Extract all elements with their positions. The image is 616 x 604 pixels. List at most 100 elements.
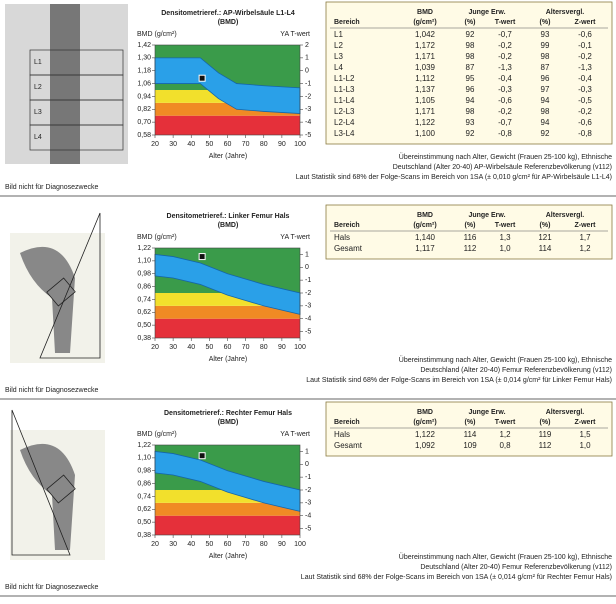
y2-axis-label: YA T-wert	[280, 31, 310, 38]
footnote: Laut Statistik sind 68% der Folge-Scans …	[296, 174, 612, 181]
y-tick-label: 0,62	[137, 506, 151, 513]
neck-box	[46, 474, 76, 504]
zone-band	[155, 305, 300, 319]
vertebra-label: L1	[34, 59, 42, 66]
y-tick-label: 0,50	[137, 322, 151, 329]
table-cell: 112	[539, 441, 552, 450]
x-tick-label: 100	[294, 344, 306, 351]
x-tick-label: 20	[151, 141, 159, 148]
table-cell: -0,2	[498, 41, 512, 50]
x-tick-label: 60	[224, 141, 232, 148]
table-column: T-wert	[495, 419, 516, 426]
femur	[20, 443, 75, 550]
zone-band	[155, 115, 300, 135]
table-cell: -0,2	[578, 107, 592, 116]
x-tick-label: 30	[169, 141, 177, 148]
y-tick-label: 1,10	[137, 258, 151, 265]
table-cell: 1,122	[415, 430, 436, 439]
y-tick-label: 0,70	[137, 119, 151, 126]
table-cell: 1,117	[415, 244, 435, 253]
y-tick-label: 1,18	[137, 68, 151, 75]
y-tick-label: 0,38	[137, 335, 151, 342]
result-table	[325, 401, 613, 457]
table-cell: L1-L4	[334, 96, 355, 105]
spine	[50, 4, 80, 164]
table-cell: 121	[538, 233, 552, 242]
table-group: BMD	[417, 212, 433, 219]
table-cell: 1,042	[415, 30, 436, 39]
zone-band	[155, 502, 300, 516]
x-tick-label: 70	[242, 344, 250, 351]
y-tick-label: 0,38	[137, 532, 151, 539]
y2-axis-label: YA T-wert	[280, 234, 310, 241]
table-cell: 92	[541, 129, 550, 138]
y-tick-label: 1,22	[137, 245, 151, 252]
footnote: Deutschland (Alter 20-40) Femur Referenz…	[420, 367, 612, 374]
x-tick-label: 30	[169, 344, 177, 351]
x-tick-label: 50	[205, 344, 213, 351]
table-cell: L2	[334, 41, 343, 50]
table-cell: 92	[466, 30, 475, 39]
table-cell: -0,2	[498, 52, 512, 61]
table-column: (%)	[540, 19, 551, 26]
y2-tick-label: -2	[305, 93, 311, 100]
table-cell: 94	[541, 96, 550, 105]
y-tick-label: 0,58	[137, 132, 151, 139]
table-column: Z-wert	[575, 19, 597, 26]
chart-title: Densitometrieref.: Rechter Femur Hals	[164, 410, 292, 417]
table-column: (g/cm²)	[413, 419, 436, 426]
table-cell: 1,3	[499, 233, 511, 242]
y2-tick-label: 0	[305, 461, 309, 468]
table-column: Z-wert	[575, 419, 597, 426]
table-column: (%)	[465, 222, 476, 229]
vertebra-label: L2	[34, 84, 42, 91]
image-caption: Bild nicht für Diagnosezwecke	[5, 387, 98, 394]
y-tick-label: 1,22	[137, 442, 151, 449]
table-column: Bereich	[334, 19, 360, 26]
y-tick-label: 0,86	[137, 480, 151, 487]
table-cell: 1,7	[579, 233, 591, 242]
table-cell: 1,105	[415, 96, 436, 105]
x-tick-label: 90	[278, 541, 286, 548]
table-column: (g/cm²)	[413, 222, 436, 229]
table-cell: -0,2	[578, 52, 592, 61]
table-group: Junge Erw.	[468, 9, 505, 16]
x-tick-label: 50	[205, 541, 213, 548]
result-table	[325, 1, 613, 145]
table-column: Bereich	[334, 222, 360, 229]
x-tick-label: 100	[294, 141, 306, 148]
footnote: Laut Statistik sind 68% der Folge-Scans …	[301, 574, 612, 581]
y-tick-label: 0,94	[137, 93, 151, 100]
x-tick-label: 40	[187, 344, 195, 351]
table-cell: 119	[539, 430, 552, 439]
table-cell: 96	[466, 85, 475, 94]
x-tick-label: 60	[224, 344, 232, 351]
table-cell: 98	[541, 52, 550, 61]
image-caption: Bild nicht für Diagnosezwecke	[5, 184, 98, 191]
y2-tick-label: 1	[305, 448, 309, 455]
y-tick-label: 0,50	[137, 519, 151, 526]
table-cell: 98	[541, 107, 550, 116]
table-cell: -1,3	[578, 63, 592, 72]
table-column: Bereich	[334, 419, 360, 426]
y2-tick-label: 0	[305, 68, 309, 75]
table-group: Altersvergl.	[546, 409, 585, 416]
table-cell: 1,100	[415, 129, 436, 138]
x-tick-label: 90	[278, 141, 286, 148]
y2-tick-label: 0	[305, 264, 309, 271]
zone-band	[155, 515, 300, 535]
table-cell: 96	[541, 74, 550, 83]
result-table	[325, 204, 613, 260]
footnote: Deutschland (Alter 20-40) AP-Wirbelsäule…	[393, 164, 612, 171]
table-cell: 1,0	[579, 441, 591, 450]
y-axis-label: BMD (g/cm²)	[137, 31, 177, 38]
table-cell: 1,122	[415, 118, 436, 127]
table-cell: -1,3	[498, 63, 512, 72]
table-cell: 114	[539, 244, 552, 253]
table-cell: Hals	[334, 430, 350, 439]
table-cell: -0,5	[578, 96, 592, 105]
y-tick-label: 0,62	[137, 309, 151, 316]
y-tick-label: 0,74	[137, 296, 151, 303]
table-column: (%)	[465, 19, 476, 26]
